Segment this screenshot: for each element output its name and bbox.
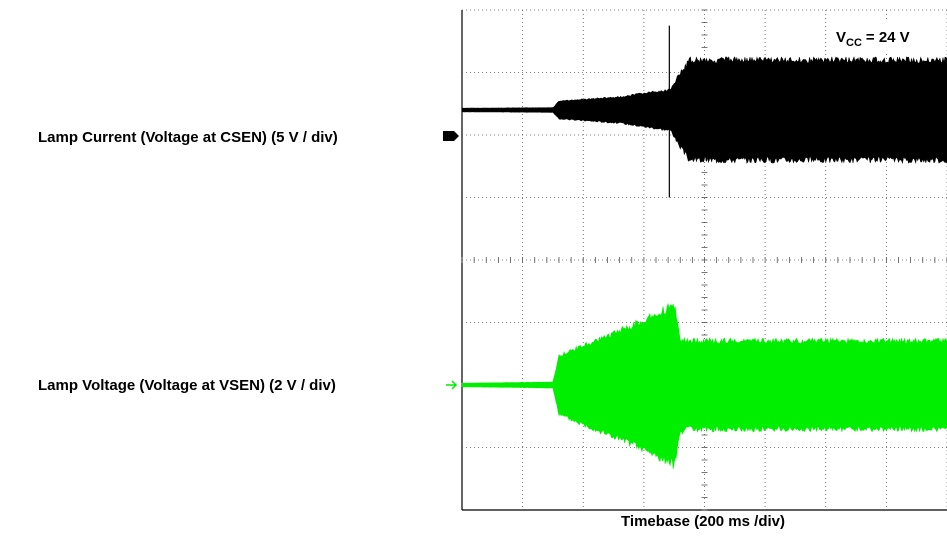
- svg-text:VCC= 24 V: VCC = 24 V: [836, 29, 910, 49]
- trace-envelope-1: [461, 56, 947, 164]
- ch2-label: Lamp Voltage (Voltage at VSEN) (2 V / di…: [38, 377, 336, 394]
- scope-traces: [461, 25, 947, 469]
- ch1-marker-icon: [443, 131, 459, 141]
- x-axis-label: Timebase (200 ms /div): [621, 513, 785, 530]
- ch1-label: Lamp Current (Voltage at CSEN) (5 V / di…: [38, 129, 338, 146]
- vcc-value: = 24 V: [866, 29, 910, 46]
- vcc-symbol: V: [836, 29, 846, 46]
- ch2-marker-icon: [446, 380, 458, 390]
- vcc-annotation: VCC = 24 V: [828, 20, 936, 52]
- vcc-subscript: CC: [846, 37, 862, 49]
- trace-envelope-2: [461, 302, 947, 469]
